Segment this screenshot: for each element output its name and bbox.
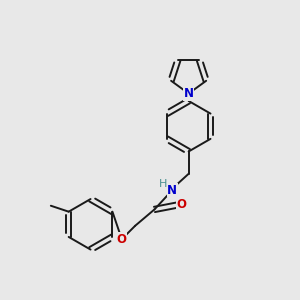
Text: O: O (117, 233, 127, 246)
Text: N: N (184, 87, 194, 100)
Text: H: H (159, 178, 167, 189)
Text: O: O (176, 199, 187, 212)
Text: N: N (167, 184, 177, 196)
